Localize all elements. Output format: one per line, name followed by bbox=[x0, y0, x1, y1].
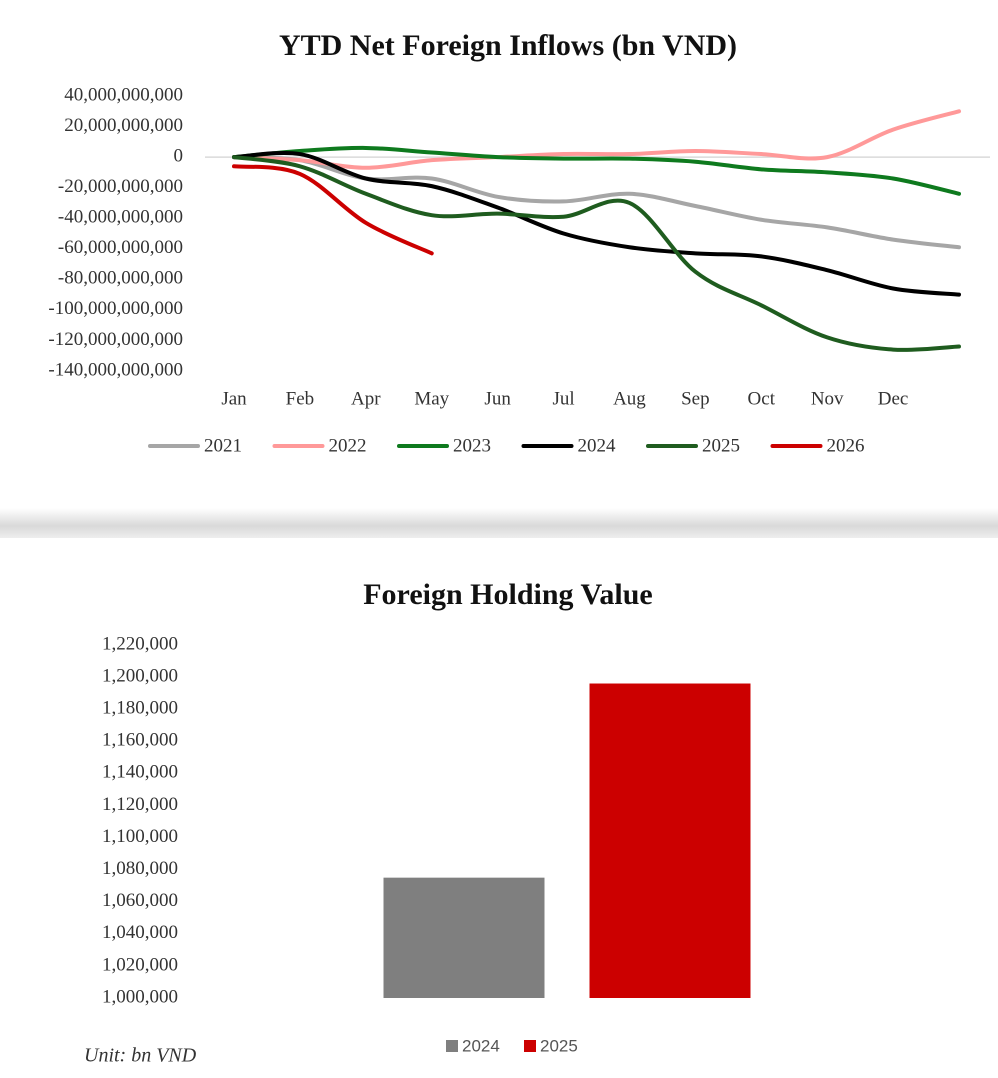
y-tick-label: 1,220,000 bbox=[102, 633, 178, 654]
x-tick-label: Oct bbox=[748, 388, 776, 409]
chart-title: YTD Net Foreign Inflows (bn VND) bbox=[279, 29, 737, 62]
x-tick-label: Sep bbox=[681, 388, 710, 409]
y-tick-label: -60,000,000,000 bbox=[58, 237, 183, 258]
x-tick-label: Aug bbox=[613, 388, 646, 409]
legend-swatch bbox=[524, 1040, 536, 1052]
legend-label: 2023 bbox=[453, 435, 491, 456]
y-tick-label: 1,200,000 bbox=[102, 665, 178, 686]
bar bbox=[589, 683, 751, 998]
y-tick-label: 1,140,000 bbox=[102, 762, 178, 783]
series-line bbox=[232, 164, 434, 256]
legend-label: 2024 bbox=[578, 435, 617, 456]
y-tick-label: 0 bbox=[174, 145, 184, 166]
y-tick-label: 1,080,000 bbox=[102, 858, 178, 879]
y-tick-label: 1,000,000 bbox=[102, 986, 178, 1007]
chart-title: Foreign Holding Value bbox=[363, 578, 653, 611]
x-tick-label: Nov bbox=[811, 388, 844, 409]
x-tick-label: Jul bbox=[552, 388, 574, 409]
y-tick-label: 20,000,000,000 bbox=[64, 115, 183, 136]
y-tick-label: 1,180,000 bbox=[102, 698, 178, 719]
x-tick-label: Dec bbox=[878, 388, 909, 409]
separator bbox=[0, 508, 998, 538]
y-tick-label: 1,020,000 bbox=[102, 954, 178, 975]
x-tick-label: Apr bbox=[351, 388, 381, 409]
series-line bbox=[232, 150, 961, 297]
bar bbox=[383, 877, 545, 998]
x-tick-label: Jan bbox=[221, 388, 247, 409]
y-tick-label: 1,100,000 bbox=[102, 826, 178, 847]
y-tick-label: 40,000,000,000 bbox=[64, 84, 183, 105]
y-tick-label: 1,060,000 bbox=[102, 890, 178, 911]
legend-label: 2022 bbox=[329, 435, 367, 456]
legend-label: 2025 bbox=[540, 1036, 578, 1055]
legend-label: 2024 bbox=[462, 1036, 500, 1055]
series-line bbox=[232, 145, 961, 196]
x-tick-label: Jun bbox=[484, 388, 511, 409]
x-tick-label: May bbox=[414, 388, 449, 409]
y-tick-label: -80,000,000,000 bbox=[58, 268, 183, 289]
y-tick-label: 1,040,000 bbox=[102, 922, 178, 943]
y-tick-label: -100,000,000,000 bbox=[48, 298, 183, 319]
x-tick-label: Feb bbox=[286, 388, 315, 409]
series-line bbox=[232, 155, 961, 352]
y-tick-label: -120,000,000,000 bbox=[48, 329, 183, 350]
legend-swatch bbox=[446, 1040, 458, 1052]
legend-label: 2026 bbox=[827, 435, 865, 456]
y-tick-label: -20,000,000,000 bbox=[58, 176, 183, 197]
series-line bbox=[232, 109, 961, 170]
y-tick-label: 1,160,000 bbox=[102, 730, 178, 751]
legend-label: 2021 bbox=[204, 435, 242, 456]
y-tick-label: 1,120,000 bbox=[102, 794, 178, 815]
annotation: Unit: bn VND bbox=[84, 1045, 197, 1067]
y-tick-label: -40,000,000,000 bbox=[58, 207, 183, 228]
y-tick-label: -140,000,000,000 bbox=[48, 359, 183, 380]
legend-label: 2025 bbox=[702, 435, 740, 456]
